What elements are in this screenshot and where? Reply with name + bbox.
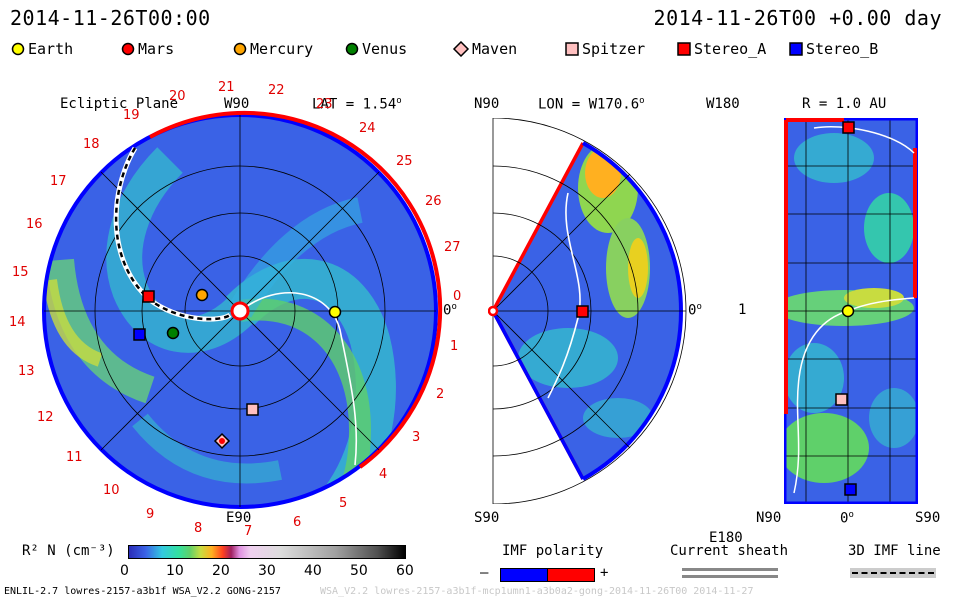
rotation-label: 7 xyxy=(244,524,253,539)
imf3d-label: 3D IMF line xyxy=(848,543,941,559)
legend-spitzer: Spitzer xyxy=(564,38,676,60)
legend-mercury: Mercury xyxy=(232,38,344,60)
rotation-label: 8 xyxy=(194,521,203,536)
panel3-title: R = 1.0 AU xyxy=(802,96,887,112)
panel3-bottom-label: E180 xyxy=(709,530,743,546)
rotation-label: 0 xyxy=(453,289,462,304)
imf-positive-swatch xyxy=(547,568,595,582)
rotation-label: 12 xyxy=(37,410,54,425)
colorbar-tick-label: 40 xyxy=(304,563,322,579)
venus-marker xyxy=(166,326,180,340)
imf3d-dash xyxy=(852,572,934,574)
colorbar-tick-label: 0 xyxy=(120,563,129,579)
rotation-label: 6 xyxy=(293,515,302,530)
rotation-label: 23 xyxy=(316,97,333,112)
rotation-label: 16 xyxy=(26,217,43,232)
rotation-label: 26 xyxy=(425,194,442,209)
legend-mars: Mars xyxy=(120,38,232,60)
rotation-label: 20 xyxy=(169,89,186,104)
current-sheath-label: Current sheath xyxy=(670,543,789,559)
colorbar xyxy=(128,545,406,559)
rotation-label: 27 xyxy=(444,240,461,255)
sheath-swatch-1 xyxy=(682,568,778,571)
rotation-label: 21 xyxy=(218,80,235,95)
panel1-zero-label: 0o xyxy=(443,302,457,319)
meridional-plot xyxy=(488,118,687,504)
rotation-label: 13 xyxy=(18,364,35,379)
header-right-time: 2014-11-26T00 +0.00 day xyxy=(653,6,942,30)
imf-plus: + xyxy=(600,565,609,581)
imf-negative-swatch xyxy=(500,568,548,582)
header-left-time: 2014-11-26T00:00 xyxy=(10,6,211,30)
legend-earth: Earth xyxy=(10,38,120,60)
stereo-b-marker xyxy=(133,328,146,341)
latitude-slice-plot xyxy=(784,118,918,504)
footer-left: ENLIL-2.7 lowres-2157-a3b1f WSA_V2.2 GON… xyxy=(4,586,281,597)
rotation-label: 2 xyxy=(436,387,445,402)
panel3-x-left: N90 xyxy=(756,510,782,526)
rotation-label: 9 xyxy=(146,507,155,522)
rotation-label: 4 xyxy=(379,467,388,482)
panel1-top-label: W90 xyxy=(224,96,250,112)
footer-right: WSA_V2.2 lowres-2157-a3b1f-mcp1umn1-a3b0… xyxy=(320,586,754,597)
rotation-label: 15 xyxy=(12,265,29,280)
panel1-bottom-label: E90 xyxy=(226,510,252,526)
panel3-top-label: W180 xyxy=(706,96,740,112)
colorbar-tick-label: 30 xyxy=(258,563,276,579)
rotation-label: 25 xyxy=(396,154,413,169)
imf-minus: – xyxy=(480,565,489,581)
panel3-x-mid: 0o xyxy=(840,510,854,527)
panel2-bottom-label: S90 xyxy=(474,510,500,526)
colorbar-tick-label: 50 xyxy=(350,563,368,579)
body-legend: Earth Mars Mercury Venus Maven Spitzer S… xyxy=(10,38,950,60)
panel3-x-right: S90 xyxy=(915,510,941,526)
mercury-marker xyxy=(195,288,209,302)
spitzer-marker-3 xyxy=(835,393,848,406)
rotation-label: 1 xyxy=(450,339,459,354)
stereo-a-marker xyxy=(142,290,155,303)
spitzer-marker xyxy=(246,403,259,416)
rotation-label: 11 xyxy=(66,450,83,465)
rotation-label: 18 xyxy=(83,137,100,152)
panel2-title: LON = W170.6o xyxy=(538,96,645,113)
rotation-label: 3 xyxy=(412,430,421,445)
legend-venus: Venus xyxy=(344,38,452,60)
panel1-title: Ecliptic Plane xyxy=(60,96,179,112)
colorbar-label: R² N (cm⁻³) xyxy=(22,543,115,559)
imf-polarity-label: IMF polarity xyxy=(502,543,604,559)
rotation-label: 22 xyxy=(268,83,285,98)
colorbar-tick-label: 10 xyxy=(166,563,184,579)
rotation-label: 24 xyxy=(359,121,376,136)
earth-marker-3 xyxy=(841,304,855,318)
legend-maven: Maven xyxy=(452,38,564,60)
panel3-mid-label: 1 xyxy=(738,302,747,318)
legend-stereo-a: Stereo_A xyxy=(676,38,788,60)
rotation-label: 19 xyxy=(123,108,140,123)
colorbar-tick-label: 20 xyxy=(212,563,230,579)
panel1-lat-label: LAT = 1.54o xyxy=(312,96,402,113)
legend-stereo-b: Stereo_B xyxy=(788,38,898,60)
colorbar-tick-label: 60 xyxy=(396,563,414,579)
rotation-label: 14 xyxy=(9,315,26,330)
ecliptic-plane-plot xyxy=(42,110,443,509)
rotation-label: 10 xyxy=(103,483,120,498)
stereo-a-marker-2 xyxy=(576,305,589,318)
stereo-a-marker-3 xyxy=(842,121,855,134)
panel2-top-label: N90 xyxy=(474,96,500,112)
stereo-b-marker-3 xyxy=(844,483,857,496)
rotation-label: 5 xyxy=(339,496,348,511)
panel2-zero-label: 0o xyxy=(688,302,702,319)
sheath-swatch-2 xyxy=(682,575,778,578)
rotation-label: 17 xyxy=(50,174,67,189)
earth-marker xyxy=(328,305,342,319)
mars-marker xyxy=(219,438,225,444)
